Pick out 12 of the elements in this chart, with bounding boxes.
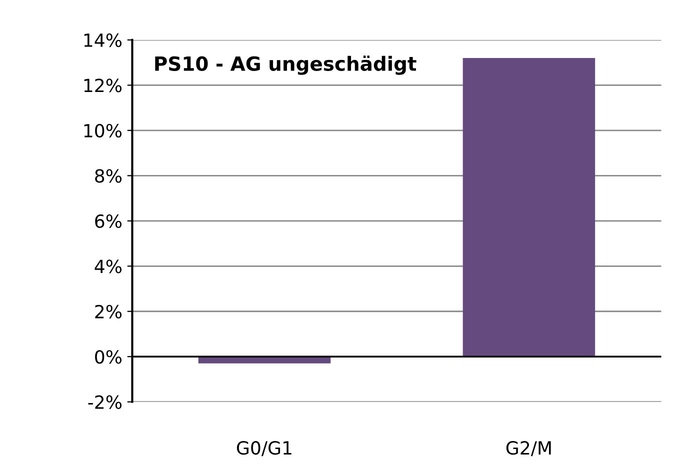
y-tick-label: 8%: [95, 169, 122, 183]
y-tick-label: 0%: [95, 350, 122, 364]
y-tick-label: 2%: [95, 304, 122, 318]
y-tick-label: 4%: [94, 260, 122, 274]
y-tick-label: 12%: [84, 78, 122, 92]
y-tick-label: 14%: [84, 33, 122, 48]
y-tick-label: 6%: [95, 214, 122, 228]
x-tick-label: G0/G1: [236, 441, 292, 456]
annotation: PS10 - AG ungeschädigt: [155, 56, 416, 75]
y-tick-label: -2%: [88, 395, 122, 409]
y-tick-label: 10%: [84, 124, 122, 138]
x-tick-label: G2/M: [506, 441, 551, 456]
